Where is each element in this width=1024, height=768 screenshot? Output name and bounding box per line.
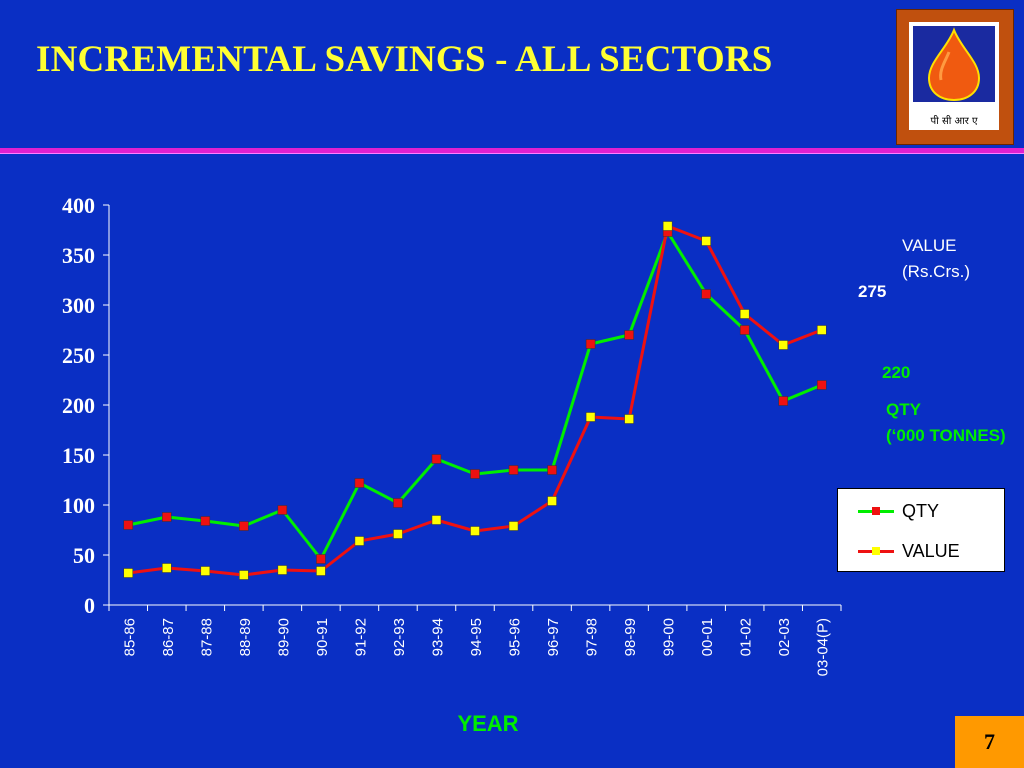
y-tick-label: 0 bbox=[84, 593, 95, 618]
value-point bbox=[585, 412, 596, 422]
value-point bbox=[393, 529, 403, 539]
value-point bbox=[123, 568, 134, 578]
chart-axes: 0 50 100 150 200 250 300 350 400 85-86 86-87 87-88 8… bbox=[62, 193, 842, 676]
qty-point bbox=[200, 516, 211, 526]
qty-series-line bbox=[127, 230, 823, 561]
value-point bbox=[470, 526, 480, 536]
x-tick-label: 03-04(P) bbox=[815, 618, 832, 676]
x-tick-label: 02-03 bbox=[776, 618, 793, 656]
qty-point bbox=[739, 325, 750, 335]
value-point bbox=[547, 496, 557, 506]
y-tick-label: 50 bbox=[73, 543, 95, 568]
x-tick-label: 92-93 bbox=[391, 618, 408, 656]
qty-point bbox=[585, 339, 596, 349]
x-tick-label: 86-87 bbox=[160, 618, 177, 656]
chart-legend: QTY VALUE bbox=[837, 488, 1005, 572]
qty-point bbox=[162, 512, 172, 522]
x-tick-label: 94-95 bbox=[468, 618, 485, 656]
value-end-label: 275 bbox=[858, 282, 887, 301]
value-point bbox=[239, 570, 249, 580]
value-point bbox=[431, 515, 442, 525]
x-tick-label: 93-94 bbox=[429, 618, 446, 656]
value-annotation-line1: VALUE bbox=[902, 236, 957, 255]
x-tick-label: 89-90 bbox=[275, 618, 292, 656]
x-tick-label: 96-97 bbox=[545, 618, 562, 656]
value-point bbox=[739, 309, 750, 319]
value-series-line bbox=[128, 224, 823, 577]
qty-point bbox=[470, 469, 480, 479]
logo: पी सी आर ए bbox=[896, 9, 1014, 145]
value-annotation-line2: (Rs.Crs.) bbox=[902, 262, 970, 281]
value-point bbox=[508, 521, 519, 531]
value-point bbox=[662, 221, 673, 231]
title-divider bbox=[0, 148, 1024, 154]
qty-point bbox=[277, 505, 288, 515]
qty-point bbox=[123, 520, 134, 530]
y-tick-label: 400 bbox=[62, 193, 95, 218]
page-number: 7 bbox=[955, 716, 1024, 768]
legend-item-value: VALUE bbox=[858, 539, 960, 563]
qty-annotation-line1: QTY bbox=[886, 400, 921, 419]
value-point bbox=[354, 536, 365, 546]
value-point bbox=[316, 566, 326, 576]
qty-end-label: 220 bbox=[882, 363, 911, 382]
x-tick-label: 85-86 bbox=[121, 618, 138, 656]
legend-label-qty: QTY bbox=[902, 500, 940, 521]
qty-point bbox=[778, 396, 788, 406]
chart-series bbox=[123, 221, 827, 580]
value-point bbox=[624, 414, 634, 424]
y-tick-label: 200 bbox=[62, 393, 95, 418]
x-tick-label: 90-91 bbox=[314, 618, 331, 656]
value-point bbox=[816, 325, 827, 335]
qty-point bbox=[624, 330, 634, 340]
qty-point bbox=[701, 289, 711, 299]
value-point bbox=[277, 565, 288, 575]
x-tick-label: 98-99 bbox=[622, 618, 639, 656]
x-tick-label: 99-00 bbox=[661, 618, 678, 656]
slide-title: INCREMENTAL SAVINGS - ALL SECTORS bbox=[36, 39, 773, 80]
value-point bbox=[200, 566, 211, 576]
value-point bbox=[778, 340, 788, 350]
qty-point bbox=[547, 465, 557, 475]
y-tick-label: 350 bbox=[62, 243, 95, 268]
x-axis-label: YEAR bbox=[457, 711, 518, 736]
x-tick-label: 88-89 bbox=[237, 618, 254, 656]
x-tick-label: 87-88 bbox=[198, 618, 215, 656]
value-point bbox=[701, 236, 711, 246]
qty-annotation-line2: (‘000 TONNES) bbox=[886, 426, 1006, 445]
logo-inner: पी सी आर ए bbox=[909, 22, 999, 130]
legend-swatch-value bbox=[858, 546, 894, 555]
legend-label-value: VALUE bbox=[902, 540, 960, 561]
y-tick-label: 100 bbox=[62, 493, 95, 518]
qty-point bbox=[431, 454, 442, 464]
qty-point bbox=[508, 465, 519, 475]
x-tick-label: 91-92 bbox=[352, 618, 369, 656]
qty-point bbox=[816, 380, 827, 390]
x-tick-label: 00-01 bbox=[699, 618, 716, 656]
qty-point bbox=[239, 521, 249, 531]
y-tick-label: 250 bbox=[62, 343, 95, 368]
legend-item-qty: QTY bbox=[858, 499, 939, 523]
logo-text: पी सी आर ए bbox=[930, 116, 978, 127]
qty-point bbox=[354, 478, 365, 488]
value-point bbox=[162, 563, 172, 573]
x-tick-label: 95-96 bbox=[507, 618, 524, 656]
qty-point bbox=[393, 498, 403, 508]
qty-point bbox=[316, 554, 326, 564]
logo-background bbox=[913, 26, 995, 102]
y-tick-label: 300 bbox=[62, 293, 95, 318]
x-tick-label: 97-98 bbox=[584, 618, 601, 656]
oil-drop-icon bbox=[927, 27, 981, 102]
legend-swatch-qty bbox=[858, 506, 894, 515]
y-tick-label: 150 bbox=[62, 443, 95, 468]
x-tick-label: 01-02 bbox=[738, 618, 755, 656]
